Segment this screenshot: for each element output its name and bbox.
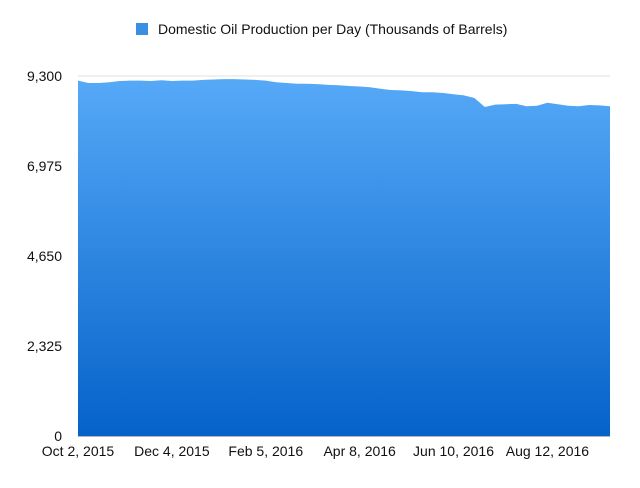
x-tick-label: Feb 5, 2016 (228, 443, 303, 459)
series-area (78, 79, 610, 436)
y-tick-label: 9,300 (27, 68, 62, 84)
y-tick-label: 4,650 (27, 248, 62, 264)
x-tick-label: Oct 2, 2015 (42, 443, 115, 459)
legend-swatch (136, 23, 148, 35)
x-tick-label: Jun 10, 2016 (413, 443, 494, 459)
legend-label: Domestic Oil Production per Day (Thousan… (158, 21, 507, 37)
y-axis: 0 2,325 4,650 6,975 9,300 (27, 68, 62, 444)
y-tick-label: 0 (54, 428, 62, 444)
y-tick-label: 2,325 (27, 338, 62, 354)
legend: Domestic Oil Production per Day (Thousan… (136, 21, 507, 37)
x-tick-label: Dec 4, 2015 (134, 443, 210, 459)
y-tick-label: 6,975 (27, 158, 62, 174)
x-tick-label: Aug 12, 2016 (506, 443, 590, 459)
x-axis-labels: Oct 2, 2015 Dec 4, 2015 Feb 5, 2016 Apr 8, … (42, 443, 589, 459)
x-tick-label: Apr 8, 2016 (323, 443, 396, 459)
plot-area (78, 79, 610, 436)
